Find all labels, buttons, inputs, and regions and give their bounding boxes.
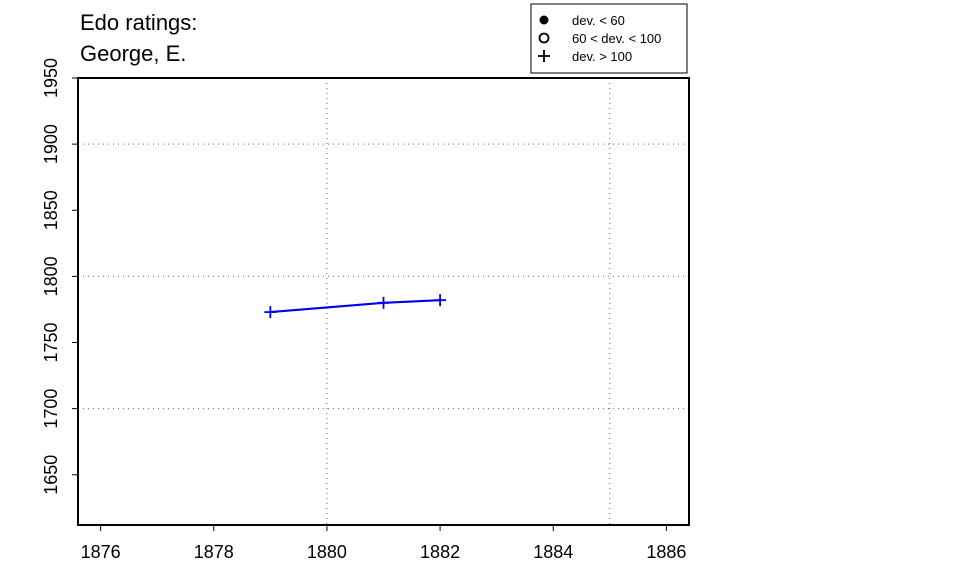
legend-label: dev. < 60 xyxy=(572,13,625,28)
y-tick-label: 1950 xyxy=(41,58,61,98)
legend-label: 60 < dev. < 100 xyxy=(572,31,661,46)
legend-filled-circle-icon xyxy=(539,15,549,25)
legend-plus-icon xyxy=(538,50,550,62)
series-line xyxy=(270,299,441,314)
x-tick-label: 1876 xyxy=(81,542,121,562)
y-tick-label: 1650 xyxy=(41,455,61,495)
x-tick-label: 1882 xyxy=(420,542,460,562)
x-tick-label: 1886 xyxy=(646,542,686,562)
x-tick-label: 1878 xyxy=(194,542,234,562)
y-tick-label: 1850 xyxy=(41,190,61,230)
legend-box xyxy=(530,3,688,74)
y-tick-label: 1900 xyxy=(41,124,61,164)
legend-label: dev. > 100 xyxy=(572,49,632,64)
legend-open-circle-icon xyxy=(538,32,550,44)
data-point xyxy=(264,306,277,319)
x-tick-label: 1884 xyxy=(533,542,573,562)
data-point xyxy=(377,296,390,309)
y-axis: 1650 1700 1750 1800 1850 1900 1950 xyxy=(41,58,78,495)
x-tick-label: 1880 xyxy=(307,542,347,562)
series-layer xyxy=(264,294,447,319)
y-tick-label: 1800 xyxy=(41,256,61,296)
legend: dev. < 60 60 < dev. < 100 dev. > 100 xyxy=(530,3,688,74)
y-tick-label: 1700 xyxy=(41,389,61,429)
grid-lines xyxy=(78,78,689,525)
data-point xyxy=(434,294,447,307)
plot-frame xyxy=(77,77,690,526)
y-tick-label: 1750 xyxy=(41,322,61,362)
x-axis: 1876 1878 1880 1882 1884 1886 xyxy=(81,525,686,562)
chart-title-line-2: George, E. xyxy=(80,41,187,66)
chart-title-line-1: Edo ratings: xyxy=(80,10,198,35)
